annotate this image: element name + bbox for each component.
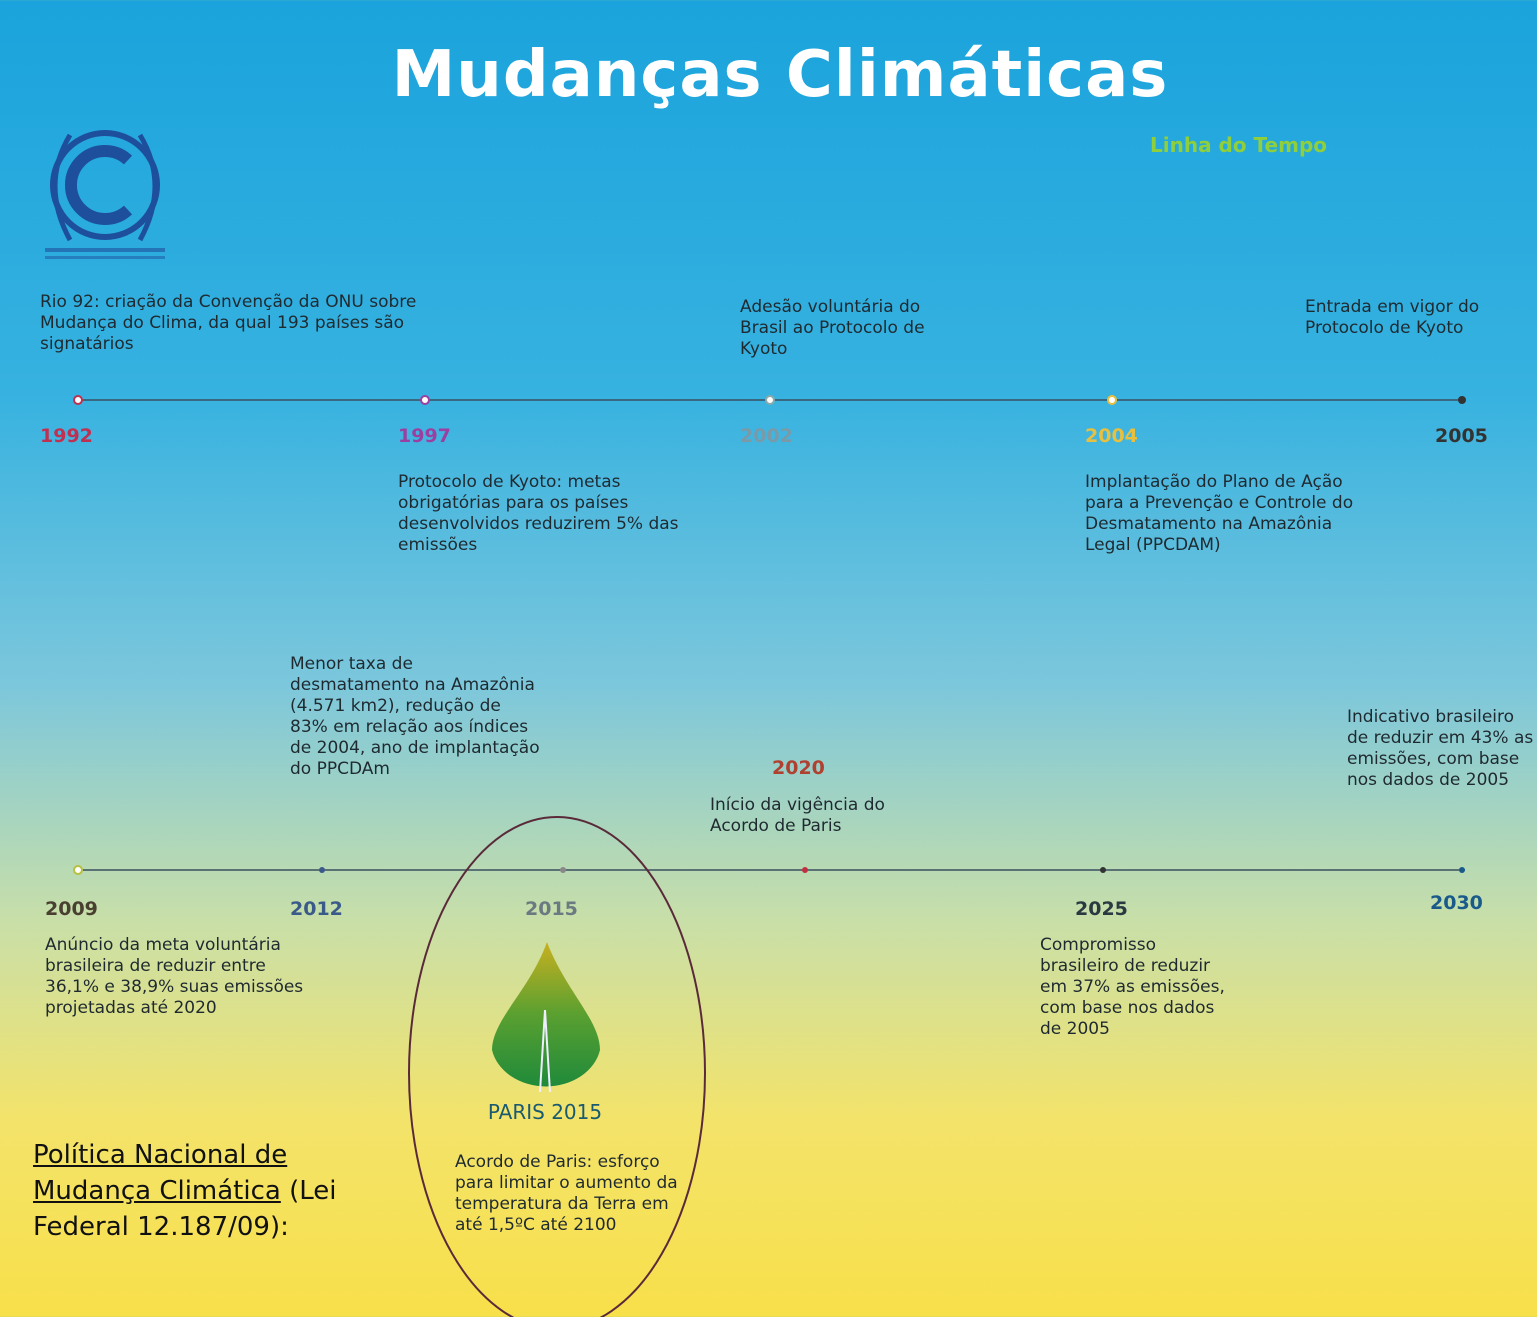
event-text: Acordo de Paris: esforço para limitar o … <box>455 1152 680 1236</box>
title: Mudanças Climáticas <box>0 38 1537 112</box>
year: 2030 <box>1430 892 1483 914</box>
year: 2012 <box>290 898 343 920</box>
subtitle: Linha do Tempo <box>1150 133 1327 157</box>
event-text: Rio 92: criação da Convenção da ONU sobr… <box>40 292 420 355</box>
event-text: Anúncio da meta voluntária brasileira de… <box>45 935 305 1019</box>
year: 2009 <box>45 898 98 920</box>
event-text: Protocolo de Kyoto: metas obrigatórias p… <box>398 472 698 556</box>
year: 2004 <box>1085 425 1138 447</box>
event-text: Implantação do Plano de Ação para a Prev… <box>1085 472 1365 556</box>
side-note: Política Nacional de Mudança Climática (… <box>33 1137 343 1245</box>
paris-logo-label: PARIS 2015 <box>455 1100 635 1124</box>
side-note-link[interactable]: Política Nacional de Mudança Climática <box>33 1140 287 1206</box>
year: 2025 <box>1075 898 1128 920</box>
event-text: Menor taxa de desmatamento na Amazônia (… <box>290 654 540 780</box>
year: 2002 <box>740 425 793 447</box>
event-text: Início da vigência do Acordo de Paris <box>710 795 930 837</box>
year: 2015 <box>525 898 578 920</box>
event-text: Compromisso brasileiro de reduzir em 37%… <box>1040 935 1240 1040</box>
paris-leaf <box>492 942 600 1092</box>
year: 1992 <box>40 425 93 447</box>
event-text: Adesão voluntária do Brasil ao Protocolo… <box>740 297 960 360</box>
year: 2020 <box>772 757 825 779</box>
unfccc-logo <box>45 133 165 259</box>
year: 1997 <box>398 425 451 447</box>
event-text: Indicativo brasileiro de reduzir em 43% … <box>1347 707 1537 791</box>
graphics <box>0 0 1537 1317</box>
year: 2005 <box>1435 425 1488 447</box>
event-text: Entrada em vigor do Protocolo de Kyoto <box>1305 297 1495 339</box>
page: Mudanças Climáticas Linha do Tempo Rio 9… <box>0 0 1537 1317</box>
